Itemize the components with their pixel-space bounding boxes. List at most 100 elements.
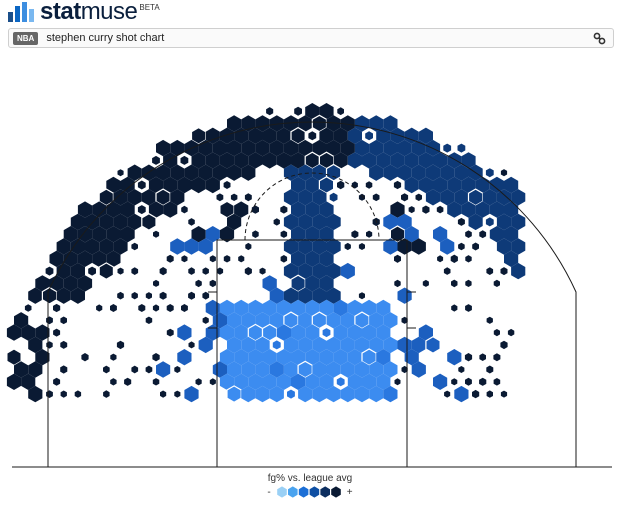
shot-hex [170,139,185,157]
shot-hex [35,324,50,341]
shot-hex [152,378,160,386]
shot-hex [276,373,291,390]
shot-hex [305,349,320,366]
shot-hex [411,238,426,255]
shot-hex [245,242,252,251]
shot-hex [28,385,43,403]
shot-hex [205,152,220,169]
shot-hex [404,349,419,366]
shot-hex [166,328,174,337]
link-icon[interactable] [591,30,607,46]
shot-hex [46,316,53,325]
legend-hex [309,486,319,498]
shot-chart-court [6,103,612,468]
shot-hex [383,312,398,329]
shot-hex [394,279,401,288]
shot-hex [276,349,291,366]
shot-hex [180,155,189,165]
search-query[interactable]: stephen curry shot chart [46,32,165,44]
shot-hex [227,312,242,329]
shot-hex [369,361,384,378]
statmuse-logo-icon[interactable] [8,2,34,22]
shot-hex [486,390,493,398]
shot-hex [113,213,128,231]
shot-hex [305,324,320,341]
shot-hex [319,250,334,267]
shot-hex [70,287,85,304]
shot-hex [457,217,465,226]
shot-hex [63,226,78,243]
shot-hex [283,189,299,206]
shot-hex [276,299,291,317]
shot-hex [248,299,263,317]
shot-hex [92,250,107,267]
shot-hex [88,266,96,276]
shot-hex [362,299,377,317]
shot-hex [326,139,341,157]
shot-hex [77,275,93,292]
shot-hex [177,349,192,366]
legend-hex [320,486,330,498]
shot-hex [504,201,519,218]
shot-hex [369,164,384,181]
shot-hex [489,226,504,243]
shot-hex [404,152,419,169]
shot-hex [347,299,362,317]
shot-hex [340,115,355,132]
shot-hex [159,291,167,300]
shot-hex [184,164,199,181]
shot-hex [326,361,341,378]
shot-hex [454,164,469,181]
shot-hex [177,324,192,341]
shot-hex [326,336,341,354]
shot-hex [181,205,188,214]
shot-hex [294,106,302,116]
shot-hex [77,201,93,218]
logo-bar [8,12,13,22]
shot-hex [298,336,313,354]
shot-hex [160,390,167,398]
shot-hex [454,189,469,206]
shot-hex [184,385,199,403]
shot-hex [411,361,426,378]
app-header: statmuse BETA [8,0,160,24]
shot-hex [131,292,138,300]
shot-hex [223,255,231,263]
shot-hex [103,365,110,374]
shot-hex [209,378,216,386]
shot-hex [99,213,114,231]
shot-hex [280,255,288,263]
shot-hex [60,316,67,325]
shot-hex [177,176,192,194]
shot-hex [298,213,313,231]
shot-hex [234,324,249,341]
shot-hex [174,366,181,373]
shot-hex [312,287,327,304]
shot-hex [262,299,277,317]
shot-hex [479,353,486,361]
shot-hex [248,127,263,144]
league-badge[interactable]: NBA [13,31,39,45]
shot-hex [262,275,277,292]
shot-hex [212,312,227,329]
shot-hex [41,286,58,305]
wordmark-stat: stat [40,0,81,25]
shot-hex [202,316,209,324]
shot-hex [241,139,256,157]
shot-hex [255,139,270,157]
shot-hex [461,201,476,218]
shot-hex [437,255,444,263]
shot-hex [362,324,377,341]
shot-hex [358,243,365,250]
search-bar[interactable]: NBA stephen curry shot chart [8,28,614,48]
shot-hex [312,139,327,157]
shot-hex [418,152,433,169]
statmuse-wordmark[interactable]: statmuse [40,0,138,25]
shot-hex [291,324,306,341]
shot-hex [511,213,526,231]
shot-hex [298,115,313,132]
shot-hex [28,336,43,354]
shot-hex [411,336,426,354]
shot-hex [358,292,365,300]
shot-hex [227,336,242,354]
